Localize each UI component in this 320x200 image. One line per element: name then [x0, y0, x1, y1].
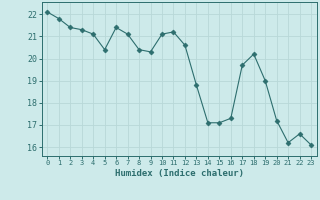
- X-axis label: Humidex (Indice chaleur): Humidex (Indice chaleur): [115, 169, 244, 178]
